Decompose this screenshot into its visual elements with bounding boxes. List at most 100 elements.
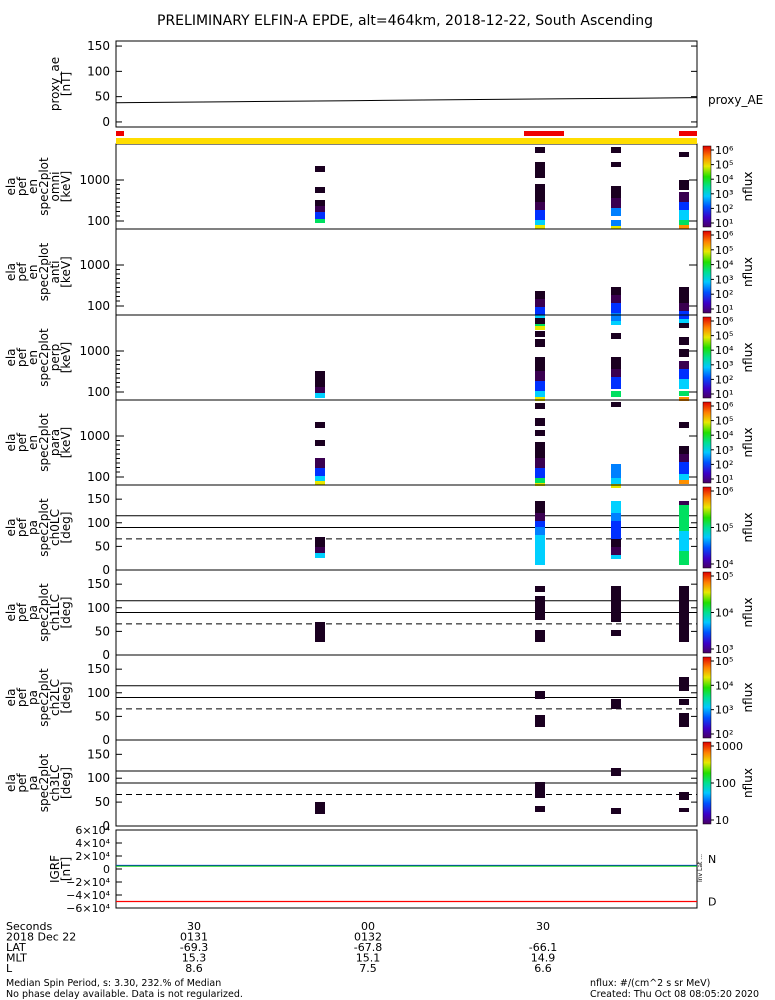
ch1LC-pixel: [535, 586, 545, 592]
para-pixel: [315, 468, 325, 476]
para-pixel: [611, 484, 621, 488]
ch3LC-colorbar: [702, 741, 712, 825]
omni-colorbar-tick-label: 10⁴: [715, 173, 734, 186]
perp-pixel: [679, 349, 689, 357]
para-pixel: [315, 481, 325, 485]
ch2LC-ylabel: spec2plot: [37, 668, 51, 727]
ch1LC-pixel: [535, 596, 545, 620]
omni-ylabel: pef: [15, 176, 29, 196]
footer-row-value: 14.9: [531, 952, 556, 965]
ch2LC-colorbar: [702, 656, 712, 739]
perp-pixel: [679, 391, 689, 396]
anti-colorbar-tick-label: 10⁴: [715, 259, 734, 272]
ch0LC-pixel: [611, 529, 621, 539]
ch1LC-ylabel: pa: [26, 605, 40, 620]
ch0LC-colorbar: [702, 486, 712, 569]
omni-pixel: [315, 206, 325, 212]
para-pixel: [535, 458, 545, 468]
ch3LC-pixel: [315, 802, 325, 814]
para-pixel: [679, 454, 689, 462]
anti-colorbar-label: nflux: [741, 257, 755, 287]
IGRF-panel: IGRF[nT] 6×10⁴4×10⁴2×10⁴0−2×10⁴−4×10⁴−6×1…: [48, 824, 716, 915]
footer-row-value: 00: [361, 920, 375, 933]
omni-ytick-label: 1000: [79, 173, 110, 187]
proxy_ae-ylabel: [nT]: [59, 72, 73, 96]
anti-pixel: [611, 295, 621, 303]
para-pixel: [535, 442, 545, 450]
footer-row-value: 0132: [354, 931, 382, 944]
omni-pixel: [611, 186, 621, 198]
anti-ytick-label: 1000: [79, 258, 110, 272]
ch3LC-colorbar-label: nflux: [741, 768, 755, 798]
para-ylabel: para: [48, 429, 62, 456]
anti-pixel: [679, 319, 689, 324]
ch2LC-pixel: [679, 699, 689, 705]
omni-frame: [115, 143, 698, 230]
para-pixel: [535, 418, 545, 426]
ch2LC-ytick-label: 50: [95, 709, 110, 723]
perp-colorbar-tick-label: 10⁴: [715, 344, 734, 357]
IGRF-frame: [115, 829, 698, 909]
omni-colorbar-tick-label: 10¹: [715, 217, 733, 230]
IGRF-ylabel: IGRF: [48, 855, 62, 883]
para-ytick-label: 100: [87, 470, 110, 484]
ch3LC-pixel: [535, 782, 545, 798]
para-frame: [115, 399, 698, 486]
perp-pixel: [679, 323, 689, 328]
igrf-legend-n: N: [708, 853, 716, 866]
ch3LC-ylabel: [deg]: [59, 767, 73, 799]
para-pixel: [535, 403, 545, 409]
ch1LC-ytick-label: 100: [87, 601, 110, 615]
para-pixel: [679, 480, 689, 484]
ch2LC-colorbar-label: nflux: [741, 683, 755, 713]
ch1LC-colorbar-tick-label: 10⁴: [715, 607, 734, 620]
ch2LC-colorbar-tick-label: 10⁴: [715, 679, 734, 692]
footer-row-value: -67.8: [354, 941, 382, 954]
igrf-ytick-label: 6×10⁴: [75, 824, 110, 837]
para-pixel: [315, 476, 325, 481]
anti-pixel: [535, 299, 545, 307]
perp-colorbar-tick-label: 10⁵: [715, 330, 733, 343]
footer-note-left-2: No phase delay available. Data is not re…: [6, 989, 243, 1000]
perp-pixel: [679, 361, 689, 369]
omni-ylabel: ela: [4, 177, 18, 195]
anti-ylabel: pef: [15, 262, 29, 282]
perp-ylabel: perp: [48, 344, 62, 372]
ch0LC-pixel: [535, 521, 545, 527]
omni-ylabel: omni: [48, 172, 62, 202]
para-pixel: [679, 422, 689, 428]
ch0LC-pixel: [611, 547, 621, 555]
proxy_ae-ytick-label: 0: [102, 115, 110, 129]
anti-colorbar-tick-label: 10¹: [715, 303, 733, 316]
ch1LC-colorbar-tick-label: 10³: [715, 643, 733, 656]
footer-row-label: 2018 Dec 22: [6, 931, 76, 944]
para-colorbar-tick-label: 10⁶: [715, 400, 734, 413]
para-colorbar-tick-label: 10²: [715, 458, 733, 471]
footer-row-value: 15.1: [356, 952, 381, 965]
omni-pixel: [679, 220, 689, 225]
ch1LC-ylabel: ch1LC: [48, 594, 62, 631]
anti-ylabel: [keV]: [59, 256, 73, 287]
ch2LC-ylabel: [deg]: [59, 682, 73, 714]
proxy-ae-legend: proxy_AE: [708, 93, 763, 107]
ch3LC-ylabel: spec2plot: [37, 753, 51, 812]
status-bar-red: [116, 131, 124, 136]
perp-ylabel: spec2plot: [37, 328, 51, 387]
omni-pixel: [611, 162, 621, 167]
igrf-ytick-label: 0: [103, 863, 110, 876]
ch3LC-ylabel: pef: [15, 773, 29, 793]
ch0LC-ylabel: spec2plot: [37, 498, 51, 557]
anti-colorbar-tick-label: 10³: [715, 273, 733, 286]
ch1LC-pixel: [611, 586, 621, 622]
ch0LC-ytick-label: 100: [87, 516, 110, 530]
ch1LC-ytick-label: 0: [102, 648, 110, 662]
igrf-ytick-label: 2×10⁴: [75, 850, 110, 863]
ch0LC-colorbar-tick-label: 10⁵: [715, 522, 733, 535]
para-pixel: [535, 450, 545, 458]
perp-pixel: [611, 369, 621, 377]
para-pixel: [535, 468, 545, 478]
anti-pixel: [679, 303, 689, 311]
omni-ylabel: en: [26, 179, 40, 194]
